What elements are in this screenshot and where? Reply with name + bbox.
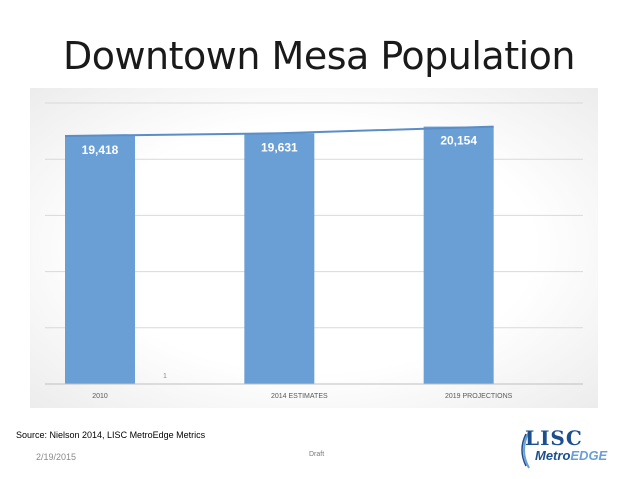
logo-swoosh-icon — [521, 431, 530, 469]
logo-metroedge-text: MetroEDGE — [535, 448, 607, 463]
lisc-metroedge-logo: LISC MetroEDGE — [517, 426, 607, 472]
extra-marker-label: 1 — [163, 373, 167, 380]
bar-1 — [244, 133, 315, 384]
data-label-2: 20,154 — [440, 134, 477, 148]
logo-edge-text: EDGE — [570, 448, 608, 463]
chart-panel: 19,418 19,631 20,154 2010 2014 ESTIMATES 2019… — [30, 88, 598, 408]
bar-0 — [65, 135, 135, 384]
draft-label: Draft — [309, 451, 325, 458]
footer-date: 2/19/2015 — [36, 452, 77, 462]
population-chart: 19,418 19,631 20,154 2010 2014 ESTIMATES 2019… — [45, 102, 583, 400]
slide-title: Downtown Mesa Population — [62, 34, 576, 78]
bar-2 — [423, 126, 494, 384]
data-label-0: 19,418 — [82, 143, 119, 157]
x-tick-label-1: 2014 ESTIMATES — [271, 393, 328, 400]
trend-line — [64, 125, 494, 137]
logo-metro-text: Metro — [535, 448, 571, 463]
x-tick-label-2: 2019 PROJECTIONS — [445, 393, 513, 400]
data-label-1: 19,631 — [261, 140, 298, 154]
source-note: Source: Nielson 2014, LISC MetroEdge Met… — [16, 430, 206, 440]
x-tick-label-0: 2010 — [92, 393, 108, 400]
logo-lisc-text: LISC — [525, 426, 583, 450]
